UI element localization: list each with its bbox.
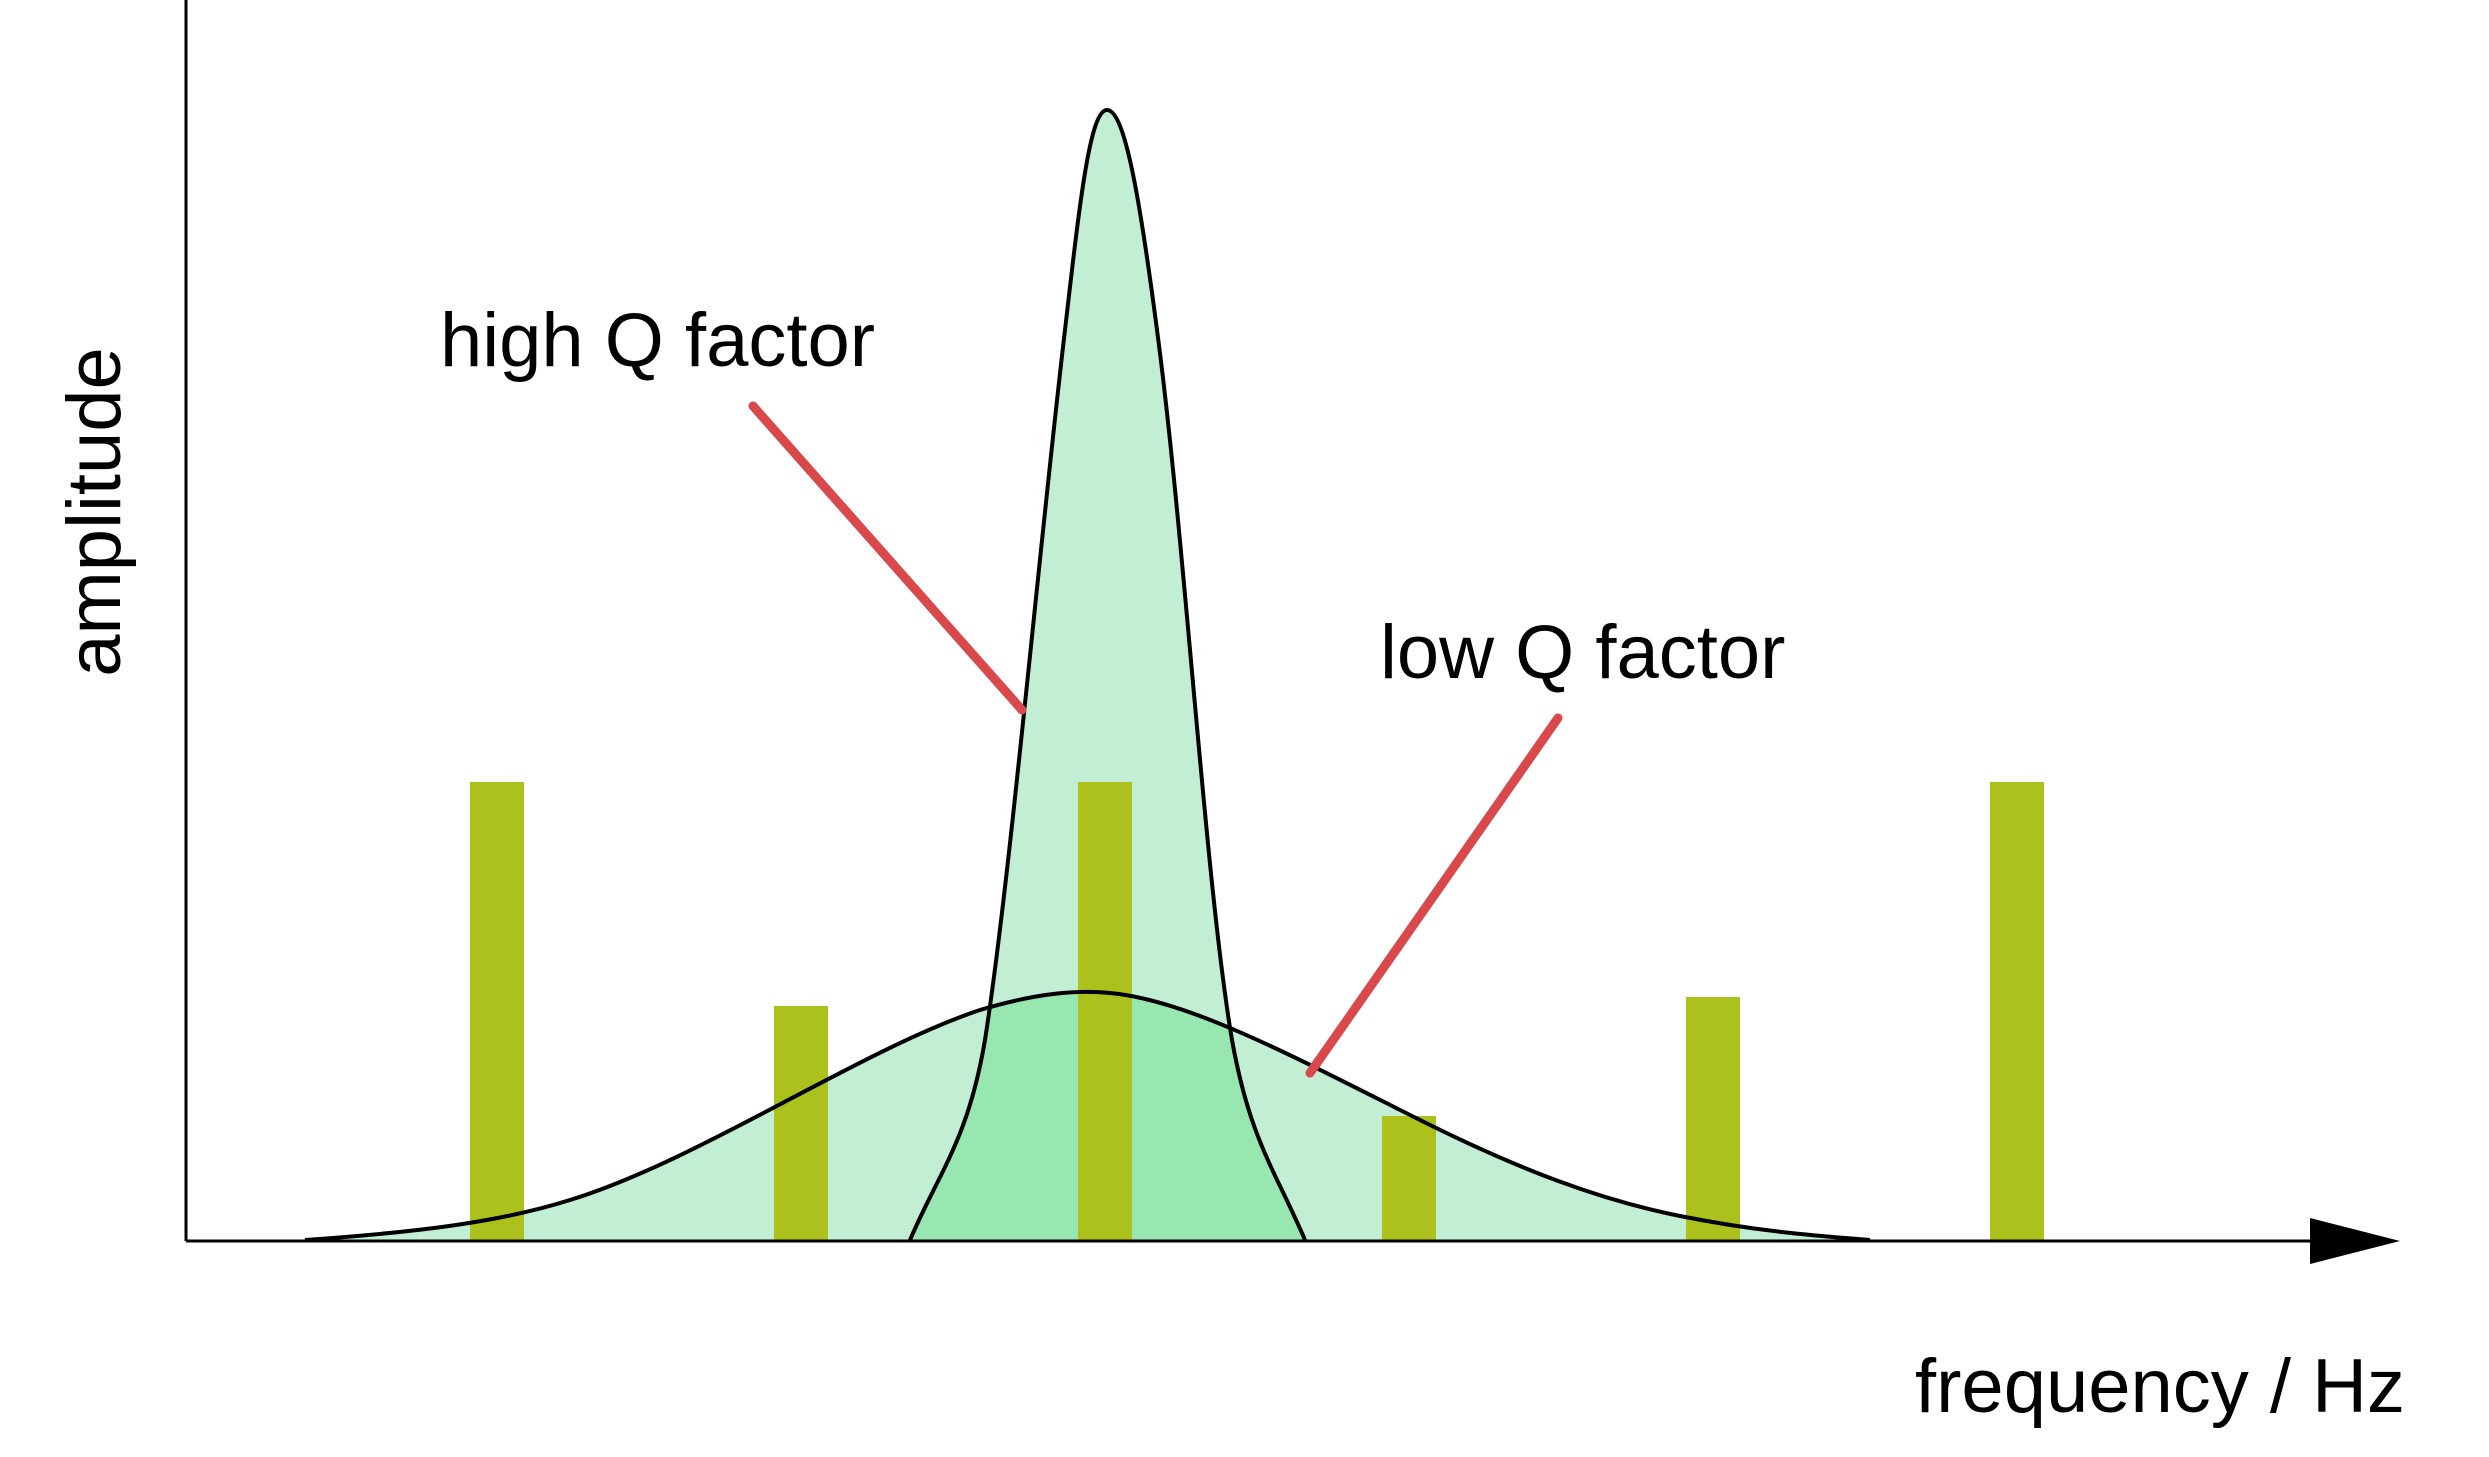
high-q-curve-fill xyxy=(910,110,1305,1240)
low-q-pointer xyxy=(1305,713,1563,1078)
x-axis-label: frequency / Hz xyxy=(1915,1344,2405,1429)
pointers xyxy=(748,401,1563,1078)
low-q-curve xyxy=(304,989,1871,1242)
spectral-bar xyxy=(1382,1116,1436,1240)
x-axis-arrowhead xyxy=(2310,1218,2400,1264)
spectral-bar xyxy=(1078,782,1132,1240)
high-q-pointer xyxy=(748,401,1027,715)
high-q-label: high Q factor xyxy=(440,298,875,383)
axes xyxy=(184,0,2400,1264)
spectral-bar xyxy=(1990,782,2044,1240)
spectral-bar xyxy=(1686,997,1740,1240)
resonance-outlines xyxy=(304,107,1871,1242)
low-q-label: low Q factor xyxy=(1380,610,1785,695)
high-q-curve xyxy=(908,107,1307,1241)
spectral-bar xyxy=(470,782,524,1240)
y-axis-label: amplitude xyxy=(52,347,137,677)
spectral-bars xyxy=(470,782,2044,1240)
spectral-bar xyxy=(774,1006,828,1240)
